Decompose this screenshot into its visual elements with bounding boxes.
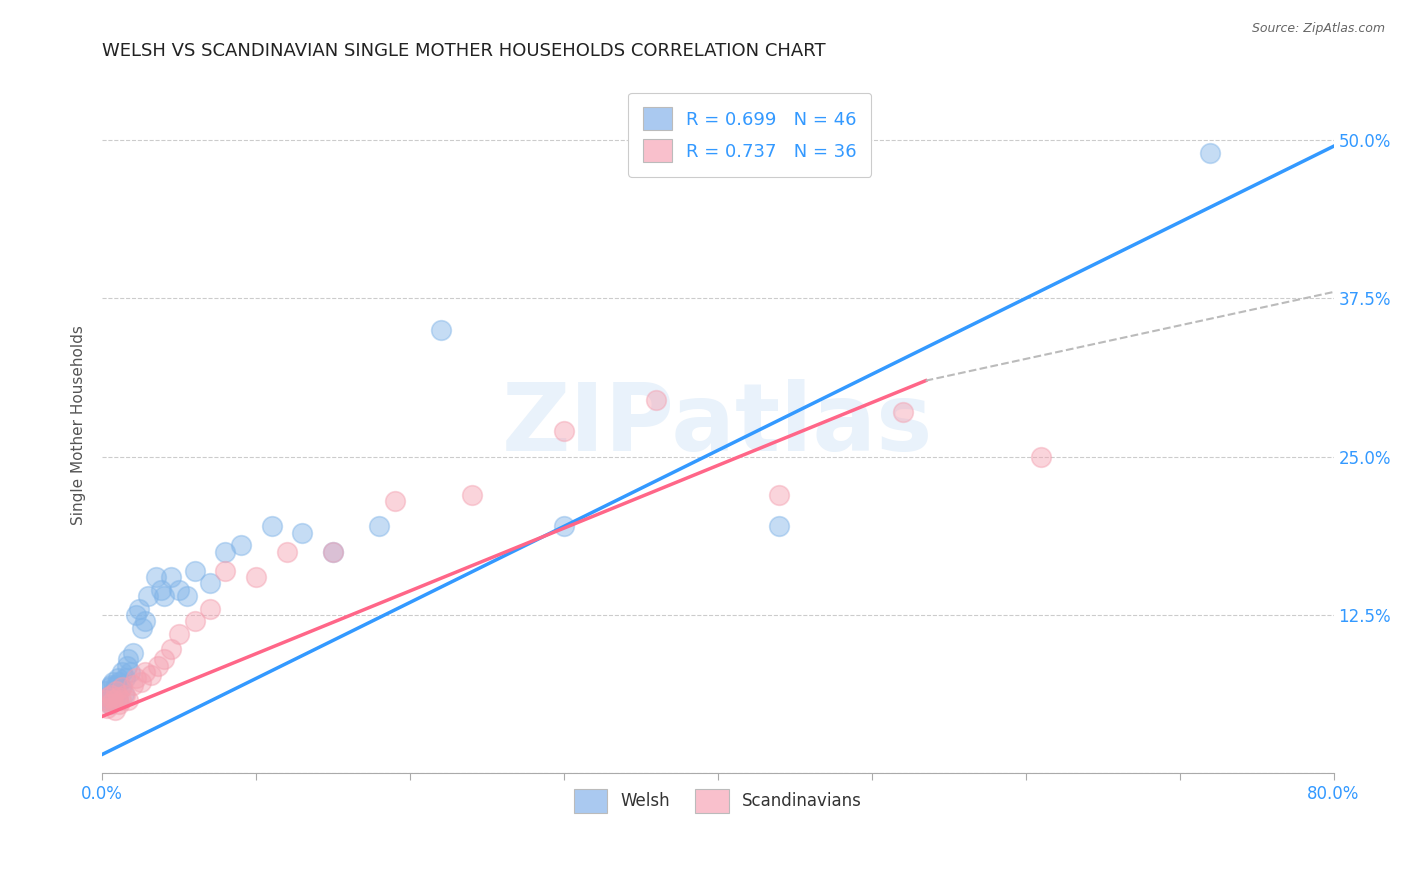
- Point: [101, 693, 124, 707]
- Point: [100, 688, 122, 702]
- Point: [322, 545, 344, 559]
- Point: [645, 392, 668, 407]
- Point: [160, 642, 183, 657]
- Point: [125, 672, 148, 686]
- Point: [134, 665, 156, 679]
- Point: [134, 615, 156, 629]
- Text: Source: ZipAtlas.com: Source: ZipAtlas.com: [1251, 22, 1385, 36]
- Point: [260, 519, 283, 533]
- Point: [245, 570, 267, 584]
- Point: [122, 646, 145, 660]
- Point: [214, 564, 236, 578]
- Point: [101, 693, 124, 707]
- Point: [107, 690, 129, 705]
- Point: [146, 658, 169, 673]
- Point: [100, 688, 122, 702]
- Point: [118, 665, 141, 679]
- Point: [891, 405, 914, 419]
- Point: [103, 684, 125, 698]
- Point: [276, 545, 298, 559]
- Y-axis label: Single Mother Households: Single Mother Households: [72, 325, 86, 525]
- Point: [384, 494, 406, 508]
- Point: [105, 678, 128, 692]
- Point: [103, 690, 125, 705]
- Point: [112, 687, 135, 701]
- Point: [291, 525, 314, 540]
- Point: [128, 601, 150, 615]
- Point: [94, 693, 117, 707]
- Point: [98, 697, 121, 711]
- Point: [430, 323, 453, 337]
- Point: [183, 564, 205, 578]
- Point: [152, 652, 174, 666]
- Point: [96, 690, 118, 705]
- Point: [111, 680, 134, 694]
- Point: [117, 652, 139, 666]
- Point: [108, 697, 131, 711]
- Point: [229, 538, 252, 552]
- Point: [98, 697, 121, 711]
- Point: [768, 519, 790, 533]
- Point: [1199, 145, 1222, 160]
- Point: [122, 678, 145, 692]
- Point: [368, 519, 391, 533]
- Point: [100, 678, 122, 692]
- Point: [97, 693, 120, 707]
- Point: [322, 545, 344, 559]
- Point: [141, 667, 163, 681]
- Point: [1029, 450, 1052, 464]
- Point: [129, 675, 152, 690]
- Point: [149, 582, 172, 597]
- Legend: Welsh, Scandinavians: Welsh, Scandinavians: [562, 778, 873, 824]
- Point: [198, 601, 221, 615]
- Point: [103, 703, 125, 717]
- Point: [111, 665, 134, 679]
- Point: [110, 680, 132, 694]
- Point: [107, 693, 129, 707]
- Point: [96, 700, 118, 714]
- Point: [214, 545, 236, 559]
- Point: [176, 589, 198, 603]
- Point: [114, 672, 136, 686]
- Point: [553, 519, 575, 533]
- Point: [98, 680, 121, 694]
- Point: [198, 576, 221, 591]
- Point: [167, 627, 190, 641]
- Point: [117, 693, 139, 707]
- Point: [114, 688, 136, 702]
- Point: [125, 608, 148, 623]
- Point: [131, 621, 153, 635]
- Point: [167, 582, 190, 597]
- Text: ZIPatlas: ZIPatlas: [502, 379, 934, 471]
- Point: [160, 570, 183, 584]
- Point: [183, 615, 205, 629]
- Point: [553, 425, 575, 439]
- Point: [108, 675, 131, 690]
- Point: [107, 672, 129, 686]
- Point: [101, 675, 124, 690]
- Point: [115, 658, 138, 673]
- Point: [152, 589, 174, 603]
- Point: [94, 684, 117, 698]
- Point: [105, 684, 128, 698]
- Point: [460, 488, 482, 502]
- Text: WELSH VS SCANDINAVIAN SINGLE MOTHER HOUSEHOLDS CORRELATION CHART: WELSH VS SCANDINAVIAN SINGLE MOTHER HOUS…: [103, 42, 825, 60]
- Point: [145, 570, 167, 584]
- Point: [110, 693, 132, 707]
- Point: [97, 690, 120, 705]
- Point: [138, 589, 160, 603]
- Point: [768, 488, 790, 502]
